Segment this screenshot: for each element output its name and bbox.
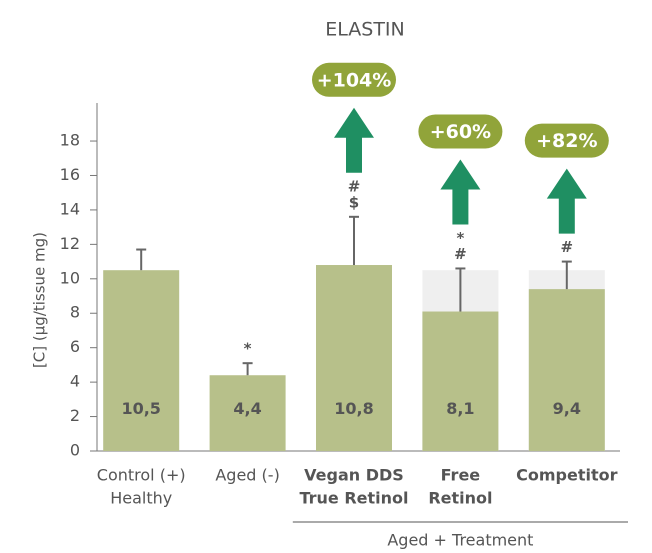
x-tick-label: Aged (-) (215, 466, 279, 485)
x-tick-label: Competitor (516, 466, 617, 485)
significance-marker: # (454, 245, 467, 263)
badge-label: +60% (430, 121, 491, 143)
y-tick-label: 6 (70, 337, 80, 356)
y-tick-label: 14 (60, 199, 80, 218)
badge-label: +104% (317, 69, 392, 91)
arrow (440, 159, 481, 225)
x-tick-label: Healthy (110, 489, 172, 508)
y-tick-label: 16 (60, 165, 80, 184)
value-label: 10,8 (334, 399, 373, 418)
bar (422, 311, 499, 451)
significance-marker: * (456, 229, 464, 247)
significance-marker: $ (349, 193, 359, 211)
bar (316, 265, 392, 451)
value-label: 10,5 (121, 399, 160, 418)
group-label: Aged + Treatment (387, 531, 533, 550)
x-tick-label: Free (441, 466, 481, 485)
badge-label: +82% (536, 130, 597, 152)
significance-marker: * (244, 340, 252, 358)
value-label: 8,1 (446, 399, 474, 418)
badge (418, 114, 503, 149)
arrow (334, 107, 374, 173)
x-tick-label: True Retinol (299, 489, 408, 508)
y-tick-label: 10 (60, 268, 80, 287)
significance-marker: # (348, 177, 361, 195)
x-tick-label: Vegan DDS (304, 466, 404, 485)
y-tick-label: 0 (70, 441, 80, 460)
y-axis-label: [C] (µg/tissue mg) (31, 232, 49, 368)
x-tick-label: Retinol (428, 489, 492, 508)
value-label: 9,4 (553, 399, 581, 418)
arrow (546, 168, 587, 234)
y-tick-label: 4 (70, 372, 80, 391)
x-tick-label: Control (+) (97, 466, 186, 485)
y-tick-label: 18 (60, 131, 80, 150)
value-label: 4,4 (233, 399, 261, 418)
significance-marker: # (561, 238, 574, 256)
bar (528, 289, 605, 451)
y-tick-label: 12 (60, 234, 80, 253)
bar (209, 375, 286, 451)
badge (312, 62, 396, 97)
chart-title: ELASTIN (325, 19, 405, 41)
bar (103, 270, 180, 451)
badge (524, 123, 609, 158)
y-tick-label: 8 (70, 303, 80, 322)
y-tick-label: 2 (70, 406, 80, 425)
